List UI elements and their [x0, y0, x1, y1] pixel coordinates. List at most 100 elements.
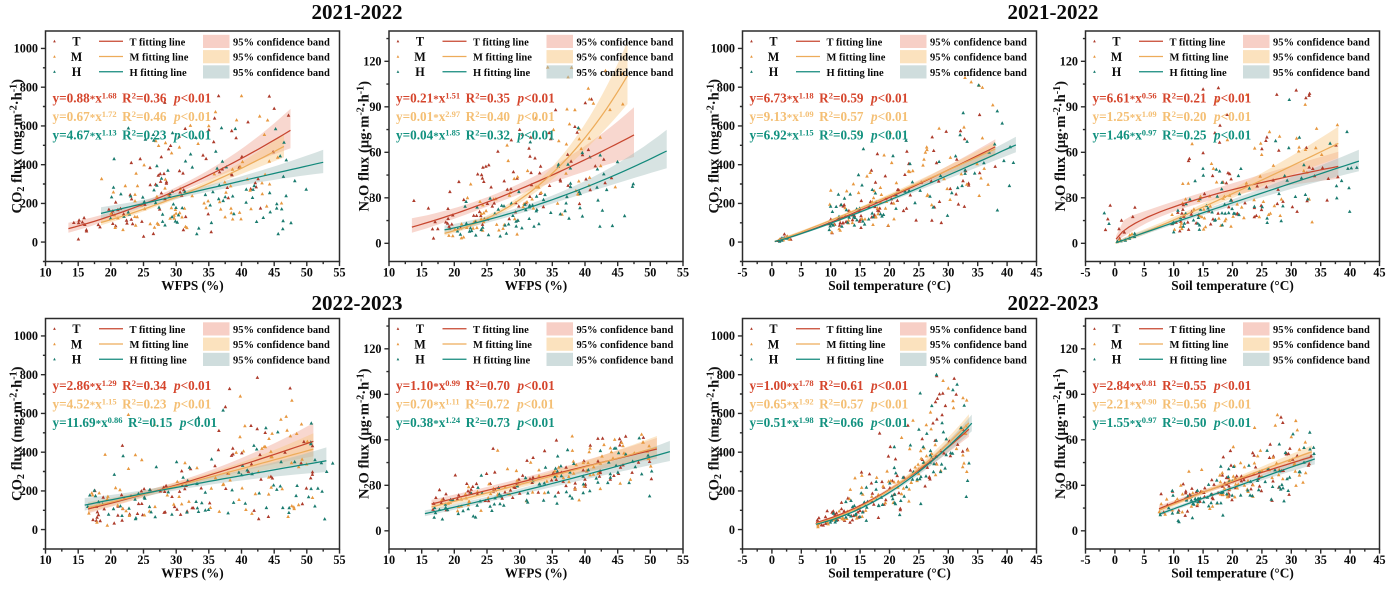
svg-text:30: 30: [942, 266, 954, 280]
svg-text:95% confidence band: 95% confidence band: [930, 325, 1027, 336]
svg-text:10: 10: [1168, 553, 1180, 567]
svg-text:H fitting line: H fitting line: [827, 355, 885, 366]
svg-text:40: 40: [1344, 553, 1356, 567]
svg-text:0: 0: [32, 523, 38, 537]
svg-text:45: 45: [268, 266, 280, 280]
svg-text:800: 800: [20, 368, 38, 382]
svg-text:CO2 flux (mg·m-2·h-1): CO2 flux (mg·m-2·h-1): [706, 366, 724, 501]
svg-text:30: 30: [369, 191, 381, 205]
svg-text:95% confidence band: 95% confidence band: [930, 37, 1027, 48]
svg-text:40: 40: [1001, 266, 1013, 280]
svg-text:M: M: [768, 337, 780, 351]
svg-text:55: 55: [333, 553, 345, 567]
svg-text:H: H: [769, 65, 779, 79]
svg-text:H: H: [415, 65, 425, 79]
svg-text:T fitting line: T fitting line: [827, 325, 883, 336]
svg-text:H: H: [1112, 353, 1122, 367]
svg-text:25: 25: [481, 266, 493, 280]
svg-text:H fitting line: H fitting line: [827, 68, 885, 79]
svg-text:M fitting line: M fitting line: [130, 53, 189, 64]
svg-text:M: M: [414, 337, 426, 351]
svg-text:T: T: [416, 35, 424, 49]
svg-text:600: 600: [717, 407, 735, 421]
svg-text:0: 0: [769, 553, 775, 567]
svg-text:T: T: [1112, 35, 1120, 49]
svg-text:95% confidence band: 95% confidence band: [930, 340, 1027, 351]
svg-text:30: 30: [1285, 553, 1297, 567]
svg-text:T fitting line: T fitting line: [473, 37, 529, 48]
svg-text:45: 45: [1030, 266, 1042, 280]
svg-text:M: M: [1111, 50, 1123, 64]
svg-text:20: 20: [1226, 553, 1238, 567]
svg-text:600: 600: [20, 407, 38, 421]
svg-text:95% confidence band: 95% confidence band: [930, 68, 1027, 79]
svg-text:0: 0: [1112, 553, 1118, 567]
svg-text:5: 5: [1141, 266, 1147, 280]
svg-text:25: 25: [481, 553, 493, 567]
svg-text:95% confidence band: 95% confidence band: [233, 355, 330, 366]
svg-text:Soil temperature (°C): Soil temperature (°C): [1171, 565, 1294, 580]
svg-text:200: 200: [717, 484, 735, 498]
svg-text:T: T: [769, 35, 777, 49]
svg-text:20: 20: [883, 266, 895, 280]
svg-text:M fitting line: M fitting line: [1170, 340, 1229, 351]
svg-text:40: 40: [235, 266, 247, 280]
svg-text:T: T: [1112, 322, 1120, 336]
svg-text:400: 400: [717, 446, 735, 460]
svg-text:T fitting line: T fitting line: [473, 325, 529, 336]
svg-text:30: 30: [170, 553, 182, 567]
svg-text:-5: -5: [1080, 266, 1090, 280]
svg-text:200: 200: [20, 197, 38, 211]
svg-text:H fitting line: H fitting line: [473, 355, 531, 366]
svg-text:90: 90: [369, 388, 381, 402]
svg-text:95% confidence band: 95% confidence band: [1273, 325, 1370, 336]
svg-text:95% confidence band: 95% confidence band: [577, 68, 674, 79]
svg-text:30: 30: [1066, 191, 1078, 205]
svg-text:N2O flux (μg·m-2·h-1): N2O flux (μg·m-2·h-1): [356, 368, 374, 499]
svg-text:95% confidence band: 95% confidence band: [577, 325, 674, 336]
svg-text:20: 20: [448, 553, 460, 567]
svg-text:50: 50: [644, 553, 656, 567]
svg-text:35: 35: [972, 266, 984, 280]
svg-text:1000: 1000: [711, 42, 735, 56]
svg-text:CO2 flux (mg·m-2·h-1): CO2 flux (mg·m-2·h-1): [9, 366, 27, 501]
svg-text:55: 55: [333, 266, 345, 280]
svg-text:30: 30: [514, 553, 526, 567]
svg-text:25: 25: [913, 553, 925, 567]
svg-text:15: 15: [854, 266, 866, 280]
svg-text:30: 30: [369, 479, 381, 493]
svg-text:M: M: [768, 50, 780, 64]
svg-text:30: 30: [514, 266, 526, 280]
svg-text:120: 120: [1060, 342, 1078, 356]
svg-text:35: 35: [546, 553, 558, 567]
svg-text:WFPS (%): WFPS (%): [505, 565, 567, 580]
svg-text:T fitting line: T fitting line: [130, 325, 186, 336]
svg-text:600: 600: [20, 119, 38, 133]
svg-text:N2O flux (μg·m-2·h-1): N2O flux (μg·m-2·h-1): [1052, 368, 1070, 499]
svg-text:45: 45: [1373, 553, 1385, 567]
svg-text:H: H: [769, 353, 779, 367]
svg-text:H: H: [72, 353, 82, 367]
svg-text:120: 120: [363, 55, 381, 69]
svg-text:T: T: [769, 322, 777, 336]
svg-text:M fitting line: M fitting line: [1170, 53, 1229, 64]
svg-text:2021-2022: 2021-2022: [1008, 0, 1099, 24]
svg-text:30: 30: [942, 553, 954, 567]
svg-text:M: M: [1111, 337, 1123, 351]
svg-text:50: 50: [644, 266, 656, 280]
svg-text:60: 60: [1066, 146, 1078, 160]
svg-text:35: 35: [546, 266, 558, 280]
svg-text:0: 0: [375, 237, 381, 251]
svg-text:30: 30: [1285, 266, 1297, 280]
svg-text:40: 40: [235, 553, 247, 567]
svg-text:CO2 flux (mg·m-2·h-1): CO2 flux (mg·m-2·h-1): [706, 79, 724, 214]
svg-text:45: 45: [268, 553, 280, 567]
svg-text:15: 15: [854, 553, 866, 567]
svg-text:Soil temperature (°C): Soil temperature (°C): [1171, 278, 1294, 293]
svg-text:T: T: [416, 322, 424, 336]
svg-text:H fitting line: H fitting line: [1170, 355, 1228, 366]
svg-text:30: 30: [170, 266, 182, 280]
svg-text:1000: 1000: [711, 329, 735, 343]
svg-text:35: 35: [1315, 553, 1327, 567]
